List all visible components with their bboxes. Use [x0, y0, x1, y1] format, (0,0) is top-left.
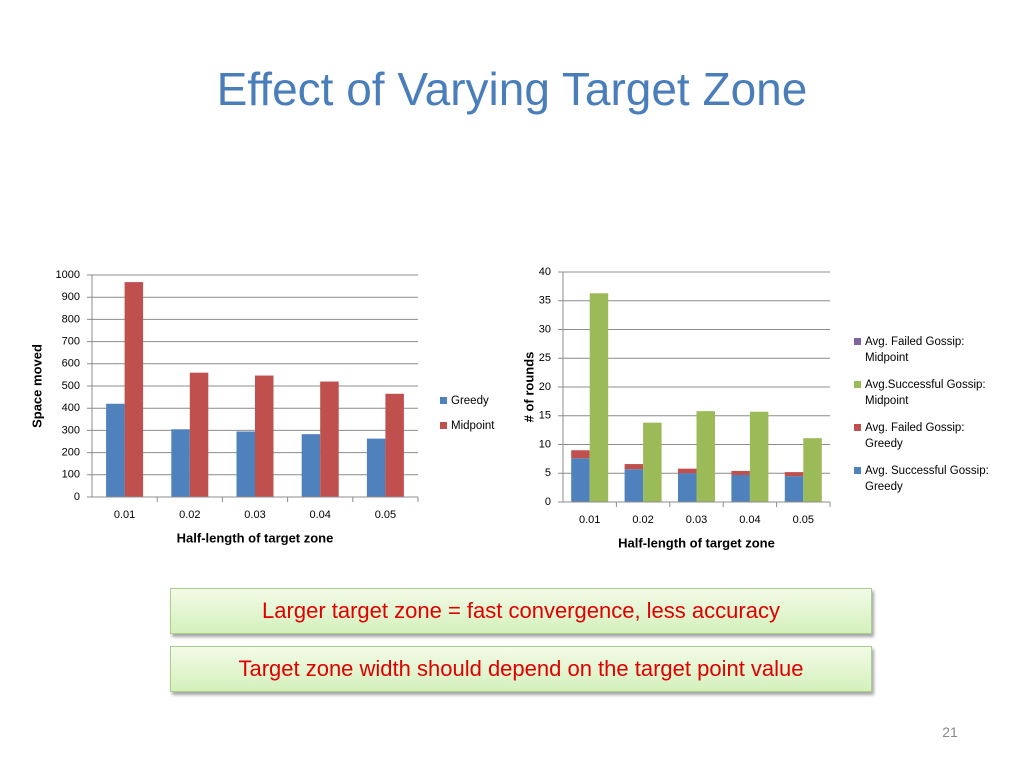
bar-segment: [624, 464, 644, 470]
y-tick-label: 400: [62, 402, 80, 414]
legend-item: Avg.Successful Gossip: Midpoint: [854, 377, 1005, 409]
legend-label: Midpoint: [451, 420, 495, 432]
legend-swatch: [440, 397, 447, 404]
bar-segment: [803, 438, 822, 502]
legend-item: Midpoint: [440, 418, 591, 434]
legend-swatch: [854, 338, 861, 345]
bar-segment: [571, 450, 590, 459]
bar: [189, 372, 209, 497]
y-tick-label: 20: [539, 381, 551, 393]
y-tick-label: 800: [62, 313, 80, 325]
note-box: Target zone width should depend on the t…: [170, 646, 872, 692]
x-tick-label: 0.01: [114, 509, 135, 521]
slide-title: Effect of Varying Target Zone: [216, 63, 808, 115]
x-tick-label: 0.04: [739, 514, 760, 526]
bar: [106, 403, 125, 497]
bar: [301, 434, 321, 497]
y-tick-label: 15: [539, 410, 551, 422]
bar-segment: [624, 469, 644, 502]
x-tick-label: 0.04: [309, 509, 330, 521]
legend-label: Avg. Failed Gossip: Greedy: [865, 422, 965, 450]
legend-label: Avg. Failed Gossip: Midpoint: [865, 336, 965, 364]
bar-segment: [678, 473, 697, 502]
legend-item: Greedy: [440, 393, 591, 409]
y-tick-label: 25: [539, 352, 551, 364]
y-tick-label: 100: [62, 469, 80, 481]
legend-swatch: [854, 381, 861, 388]
x-tick-label: 0.02: [179, 509, 200, 521]
bar-segment: [589, 293, 609, 502]
bar: [320, 381, 339, 497]
legend-swatch: [854, 424, 861, 431]
y-tick-label: 900: [62, 291, 80, 303]
y-tick-label: 35: [539, 295, 551, 307]
bar-segment: [784, 472, 804, 477]
note-box: Larger target zone = fast convergence, l…: [170, 588, 872, 634]
bar-segment: [731, 470, 750, 475]
legend-item: Avg. Successful Gossip: Greedy: [854, 463, 1005, 495]
legend-swatch: [440, 422, 447, 429]
bar-segment: [696, 411, 715, 502]
bar: [255, 375, 274, 497]
legend-item: Avg. Failed Gossip: Midpoint: [854, 334, 1005, 366]
y-tick-label: 0: [545, 496, 551, 508]
legend-label: Avg. Successful Gossip: Greedy: [865, 465, 989, 493]
y-tick-label: 200: [62, 447, 80, 459]
y-tick-label: 40: [539, 266, 551, 278]
bar-segment: [784, 476, 804, 502]
y-tick-label: 700: [62, 336, 80, 348]
y-tick-label: 600: [62, 358, 80, 370]
x-axis-title: Half-length of target zone: [618, 535, 775, 550]
y-tick-label: 5: [545, 467, 551, 479]
page-number: 21: [942, 724, 958, 740]
bar-segment: [643, 422, 662, 502]
bar: [385, 393, 404, 497]
x-tick-label: 0.05: [793, 514, 814, 526]
y-axis-title: # of rounds: [521, 352, 536, 423]
y-tick-label: 1000: [56, 269, 80, 281]
bar-segment: [571, 458, 590, 502]
y-tick-label: 300: [62, 424, 80, 436]
bar-segment: [731, 474, 750, 502]
x-tick-label: 0.03: [244, 509, 265, 521]
x-tick-label: 0.05: [375, 509, 396, 521]
bar: [124, 282, 144, 497]
x-axis-title: Half-length of target zone: [177, 530, 334, 545]
x-tick-label: 0.01: [579, 514, 600, 526]
legend-label: Avg.Successful Gossip: Midpoint: [865, 379, 986, 407]
legend-swatch: [854, 467, 861, 474]
legend-label: Greedy: [451, 395, 489, 407]
bar: [366, 438, 386, 497]
y-tick-label: 0: [74, 491, 80, 503]
y-tick-label: 10: [539, 438, 551, 450]
y-tick-label: 500: [62, 380, 80, 392]
x-tick-label: 0.03: [686, 514, 707, 526]
bar-segment: [678, 468, 697, 474]
bar: [171, 429, 190, 497]
y-tick-label: 30: [539, 323, 551, 335]
legend-item: Avg. Failed Gossip: Greedy: [854, 420, 1005, 452]
y-axis-title: Space moved: [29, 344, 44, 428]
bar-segment: [749, 411, 769, 502]
bar: [236, 431, 255, 497]
x-tick-label: 0.02: [632, 514, 653, 526]
